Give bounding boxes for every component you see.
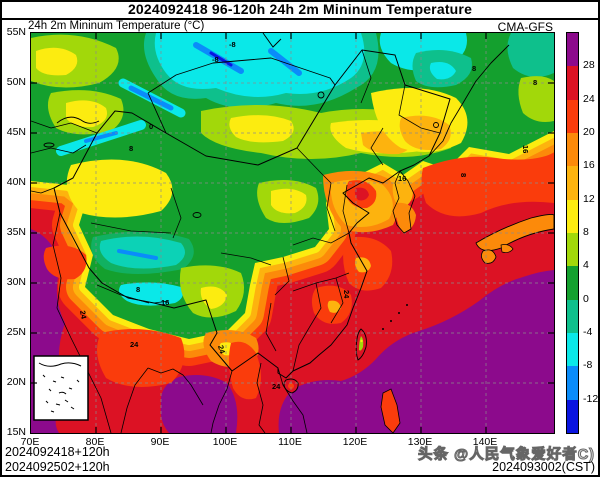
colorbar-tick-label: 4	[583, 259, 589, 272]
colorbar	[566, 32, 579, 434]
page-title: 2024092418 96-120h 24h 2m Mininum Temper…	[2, 2, 598, 20]
contour-label: 8	[136, 285, 140, 294]
model-label: CMA-GFS	[497, 20, 553, 34]
colorbar-tick-label: 16	[583, 159, 595, 172]
x-tick-label: 130E	[407, 436, 433, 448]
y-tick-label: 25N	[6, 326, 26, 338]
colorbar-cell	[567, 299, 578, 333]
colorbar-cell	[567, 66, 578, 100]
colorbar-cell	[567, 132, 578, 167]
contour-label: 24	[78, 310, 88, 321]
contour-label: 24	[342, 290, 351, 299]
contour-label: 24	[216, 344, 227, 355]
contour-label: -8	[229, 40, 236, 49]
valid-time: 2024093002(CST)	[492, 460, 595, 474]
contour-label: 8	[533, 78, 537, 87]
lakes	[43, 33, 439, 218]
province-borders	[90, 49, 441, 372]
colorbar-tick-label: 24	[583, 92, 595, 105]
map-canvas: -8 -8 8 8 16 8 8 0 16 8 16 24 24 24 24 2…	[31, 33, 554, 433]
colorbar-tick-label: 0	[583, 292, 589, 305]
grid-lines	[31, 33, 554, 433]
contour-label: -8	[212, 55, 219, 64]
islands	[283, 213, 554, 433]
colorbar-cell	[567, 232, 578, 267]
coastlines-borders	[31, 44, 510, 433]
y-tick-label: 20N	[6, 376, 26, 388]
contour-labels-group: -8 -8 8 8 16 8 8 0 16 8 16 24 24 24 24 2…	[78, 40, 537, 391]
contour-label: 0	[149, 122, 153, 131]
y-tick-label: 55N	[6, 26, 26, 38]
contour-label: 24	[272, 382, 281, 391]
contour-label: 8	[459, 173, 468, 177]
colorbar-tick-label: -8	[583, 359, 593, 372]
contour-label: 8	[129, 144, 133, 153]
inset-map	[33, 355, 89, 421]
map-subtitle: 24h 2m Mininum Temperature (°C)	[28, 20, 205, 32]
contour-label: 16	[521, 145, 530, 153]
colorbar-tick-label: 20	[583, 126, 595, 138]
x-tick-label: 120E	[342, 436, 368, 448]
map-frame: -8 -8 8 8 16 8 8 0 16 8 16 24 24 24 24 2…	[30, 32, 555, 434]
y-tick-label: 50N	[6, 76, 26, 88]
contour-label: 24	[130, 340, 139, 349]
init-time-line1: 2024092418+120h	[5, 445, 110, 459]
colorbar-cell	[567, 166, 578, 200]
x-tick-label: 90E	[150, 436, 170, 448]
x-tick-label: 140E	[472, 436, 498, 448]
colorbar-cell	[567, 33, 578, 67]
colorbar-cell	[567, 399, 578, 433]
colorbar-tick-label: 12	[583, 192, 595, 205]
colorbar-cell	[567, 366, 578, 400]
axis-ticks	[31, 33, 554, 433]
y-tick-label: 45N	[6, 126, 26, 138]
colorbar-cell	[567, 332, 578, 367]
colorbar-cell	[567, 266, 578, 300]
contour-label: 16	[161, 298, 169, 307]
colorbar-tick-label: 8	[583, 226, 589, 238]
colorbar-tick-label: -12	[583, 392, 599, 405]
colorbar-cell	[567, 199, 578, 233]
temperature-field	[31, 33, 554, 433]
contour-label: 16	[398, 174, 406, 183]
colorbar-tick-label: 28	[583, 59, 595, 72]
colorbar-cell	[567, 99, 578, 133]
init-time-line2: 2024092502+120h	[5, 460, 110, 474]
x-tick-label: 100E	[212, 436, 238, 448]
y-tick-label: 35N	[6, 226, 26, 238]
y-tick-label: 30N	[6, 276, 26, 288]
y-tick-label: 40N	[6, 176, 26, 188]
contour-label: 8	[472, 64, 476, 73]
watermark: 头条 @人民气象爱好者C)	[418, 447, 595, 464]
colorbar-tick-label: -4	[583, 326, 593, 338]
x-tick-label: 110E	[278, 436, 302, 448]
y-tick-label: 15N	[6, 426, 26, 438]
x-tick-label: 70E	[20, 436, 40, 448]
x-tick-label: 80E	[85, 436, 105, 448]
